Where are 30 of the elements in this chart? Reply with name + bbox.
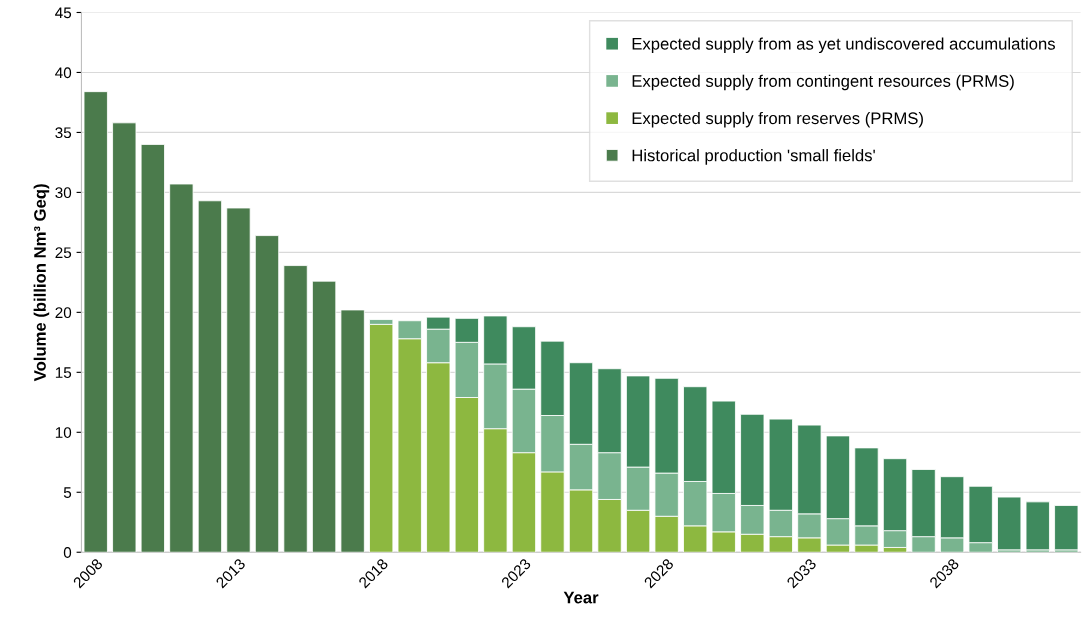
bar	[283, 265, 308, 553]
legend-label: Historical production 'small fields'	[632, 149, 875, 165]
y-tick-label: 20	[55, 307, 72, 319]
legend-label: Expected supply from as yet undiscovered accumulations	[632, 37, 1055, 54]
bar	[83, 91, 108, 553]
y-tick-label: 30	[55, 187, 72, 199]
legend-label: Expected supply from contingent resources (PRMS)	[632, 74, 1014, 91]
bar	[254, 235, 280, 553]
bar	[369, 323, 394, 553]
bar	[1054, 505, 1079, 551]
y-tick-label: 40	[55, 67, 72, 79]
bar	[197, 200, 223, 553]
y-tick-label: 5	[63, 487, 72, 498]
x-axis-title: Year	[563, 591, 599, 604]
bar	[226, 207, 251, 553]
bar	[311, 280, 337, 553]
bar	[112, 122, 137, 553]
bar	[340, 309, 365, 553]
bar	[140, 144, 165, 553]
y-tick-label: 10	[55, 427, 72, 438]
y-tick-label: 45	[55, 7, 72, 19]
y-axis-title: Volume (billion Nm³ Geq)	[33, 184, 50, 382]
y-tick-label: 0	[63, 547, 72, 558]
legend-label: Expected supply from reserves (PRMS)	[632, 111, 923, 128]
bar	[1025, 501, 1050, 551]
bar	[997, 496, 1022, 551]
bar	[169, 183, 194, 553]
y-tick-label: 25	[55, 247, 72, 259]
y-tick-label: 35	[55, 127, 72, 139]
y-tick-label: 15	[55, 367, 72, 379]
